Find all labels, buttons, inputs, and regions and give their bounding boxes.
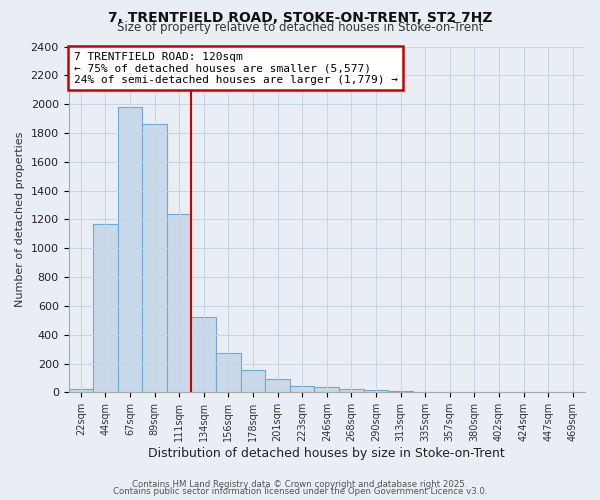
Text: Contains public sector information licensed under the Open Government Licence v3: Contains public sector information licen… — [113, 487, 487, 496]
Bar — [167, 214, 191, 392]
Text: Contains HM Land Registry data © Crown copyright and database right 2025.: Contains HM Land Registry data © Crown c… — [132, 480, 468, 489]
Bar — [388, 391, 413, 392]
Bar — [68, 388, 93, 392]
Bar — [241, 370, 265, 392]
Bar — [265, 380, 290, 392]
Text: 7, TRENTFIELD ROAD, STOKE-ON-TRENT, ST2 7HZ: 7, TRENTFIELD ROAD, STOKE-ON-TRENT, ST2 … — [108, 11, 492, 25]
Y-axis label: Number of detached properties: Number of detached properties — [15, 132, 25, 307]
Bar — [142, 124, 167, 392]
Bar — [118, 107, 142, 393]
Bar — [191, 318, 216, 392]
Bar — [339, 390, 364, 392]
Text: 7 TRENTFIELD ROAD: 120sqm
← 75% of detached houses are smaller (5,577)
24% of se: 7 TRENTFIELD ROAD: 120sqm ← 75% of detac… — [74, 52, 398, 85]
Bar — [364, 390, 388, 392]
Bar — [290, 386, 314, 392]
Text: Size of property relative to detached houses in Stoke-on-Trent: Size of property relative to detached ho… — [117, 21, 483, 34]
Bar — [93, 224, 118, 392]
X-axis label: Distribution of detached houses by size in Stoke-on-Trent: Distribution of detached houses by size … — [148, 447, 505, 460]
Bar — [314, 386, 339, 392]
Bar — [216, 354, 241, 393]
